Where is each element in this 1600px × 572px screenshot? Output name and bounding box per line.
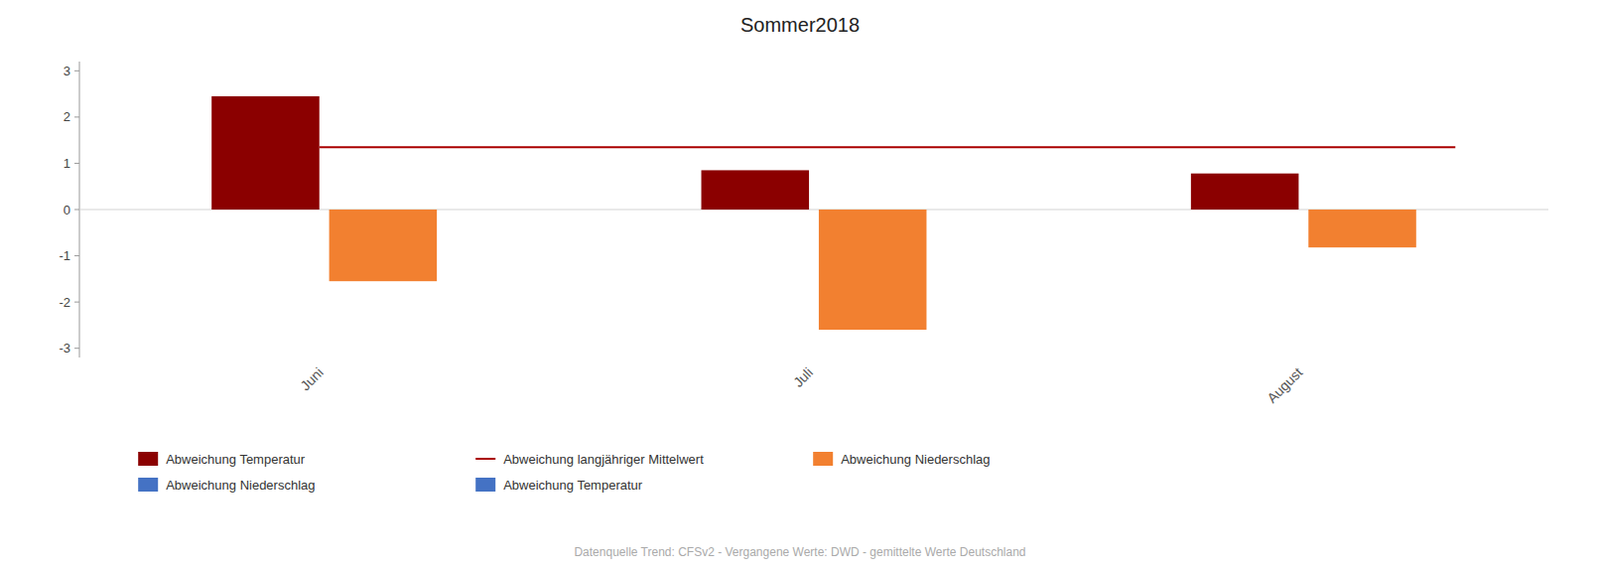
y-tick-label: -1: [58, 248, 71, 264]
chart-container: Sommer2018 -3 -2 -1 0 1 2 3 Juni Juli August Abweic…: [0, 0, 1600, 572]
y-tick-label: 1: [63, 155, 71, 171]
legend-label: Abweichung Temperatur: [503, 477, 644, 493]
y-tick-label: 2: [63, 109, 71, 125]
legend-label: Abweichung Niederschlag: [840, 451, 990, 467]
y-tick: [74, 347, 80, 349]
y-tick: [74, 255, 80, 257]
y-tick-label: 3: [63, 63, 71, 79]
x-tick-label: August: [1263, 364, 1306, 406]
reference-line: [319, 145, 1457, 148]
x-tick-label: Juli: [790, 364, 816, 391]
bar: [818, 209, 928, 330]
x-tick-label: Juni: [296, 364, 326, 394]
y-tick: [74, 162, 80, 164]
legend-swatch: [475, 477, 496, 492]
legend: Abweichung Temperatur Abweichung Niedersc…: [137, 451, 990, 493]
bar: [329, 209, 438, 281]
plot-marks: [211, 96, 1456, 330]
y-tick: [74, 70, 80, 72]
title: Sommer2018: [740, 13, 860, 36]
y-tick: [74, 116, 80, 118]
legend-label: Abweichung langjähriger Mittelwert: [503, 451, 704, 467]
legend-label: Abweichung Niederschlag: [165, 477, 315, 493]
y-tick: [74, 209, 80, 211]
bar: [701, 169, 810, 210]
legend-label: Abweichung Temperatur: [165, 451, 306, 467]
bar: [1308, 209, 1417, 248]
bar: [211, 96, 320, 210]
subtitle: Datenquelle Trend: CFSv2 - Vergangene We…: [573, 544, 1026, 559]
y-axis: -3 -2 -1 0 1 2 3: [58, 63, 80, 356]
y-tick-label: -3: [58, 340, 71, 356]
bar: [1191, 173, 1300, 210]
y-tick-label: 0: [63, 202, 71, 218]
chart-svg: Sommer2018 -3 -2 -1 0 1 2 3 Juni Juli August Abweic…: [0, 0, 1600, 572]
legend-swatch: [137, 451, 158, 466]
legend-swatch: [137, 477, 158, 492]
legend-swatch: [475, 457, 496, 460]
legend-swatch: [812, 451, 833, 466]
y-tick-label: -2: [58, 294, 71, 310]
y-tick: [74, 301, 80, 303]
x-axis: Juni Juli August: [296, 364, 1306, 406]
